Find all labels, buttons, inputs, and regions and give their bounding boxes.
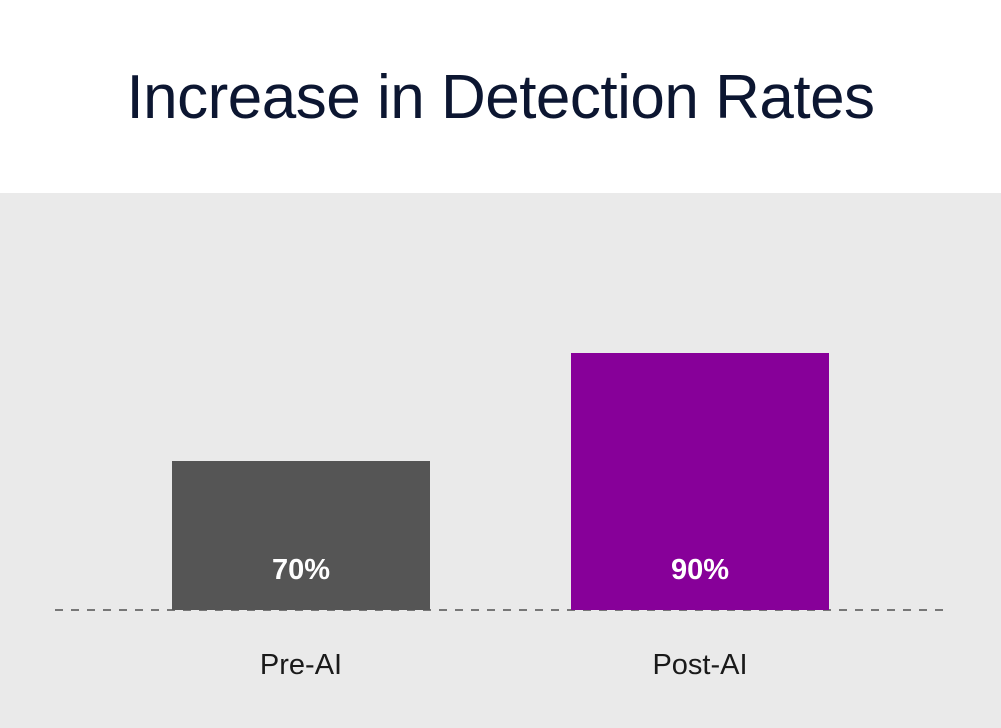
category-label-pre-ai: Pre-AI [260,649,342,681]
bar-post-ai [571,353,829,610]
data-label-post-ai: 90% [671,554,729,586]
category-label-post-ai: Post-AI [652,649,747,681]
data-label-pre-ai: 70% [272,554,330,586]
chart-title: Increase in Detection Rates [126,63,875,132]
chart-panel [0,193,1001,728]
bars-group: 70% Pre-AI 90% Post-AI [172,353,829,681]
bar-pre-ai [172,461,430,610]
